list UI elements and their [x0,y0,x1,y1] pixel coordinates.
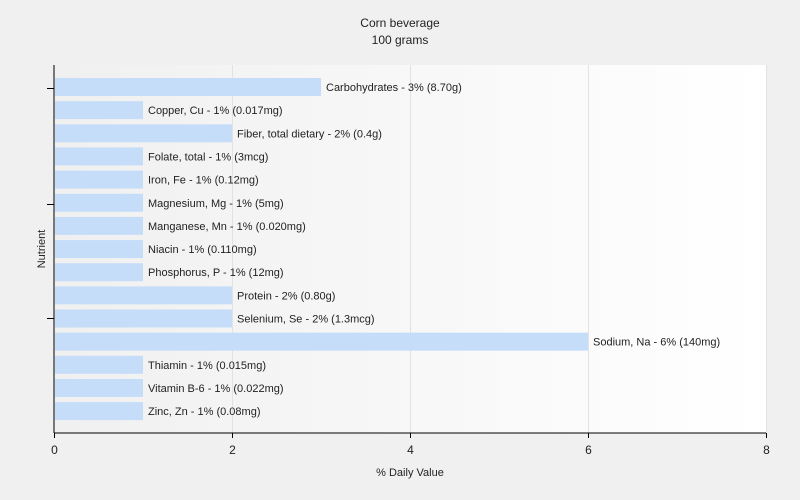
x-tick-label: 4 [407,443,414,457]
bar-data-label: Thiamin - 1% (0.015mg) [148,360,266,372]
bar [55,378,143,397]
bar-data-label: Phosphorus, P - 1% (12mg) [148,267,284,279]
bar-data-label: Niacin - 1% (0.110mg) [148,244,257,256]
bar-data-label: Selenium, Se - 2% (1.3mcg) [237,314,375,326]
bar-data-label: Iron, Fe - 1% (0.12mg) [148,175,259,187]
x-axis-label: % Daily Value [376,467,444,479]
bar [55,101,143,120]
bar [55,216,143,235]
bar-data-label: Sodium, Na - 6% (140mg) [593,337,720,349]
bar [55,124,232,143]
x-tick-label: 0 [51,443,58,457]
bar [55,332,588,351]
x-tick-label: 8 [763,443,770,457]
bar-data-label: Protein - 2% (0.80g) [237,290,335,302]
bar-data-label: Magnesium, Mg - 1% (5mg) [148,198,284,210]
bar-data-label: Zinc, Zn - 1% (0.08mg) [148,406,260,418]
y-axis-label: Nutrient [36,230,48,269]
bar [55,402,143,421]
bar-data-label: Vitamin B-6 - 1% (0.022mg) [148,383,284,395]
bar-data-label: Manganese, Mn - 1% (0.020mg) [148,221,306,233]
bar [55,193,143,212]
chart-title: Corn beverage [360,16,440,30]
axes: 0 2 4 6 8 [47,65,770,457]
bar-data-label: Copper, Cu - 1% (0.017mg) [148,105,283,117]
bar [55,78,321,96]
bar [55,240,143,259]
x-tick-label: 2 [229,443,236,457]
bar-data-label: Carbohydrates - 3% (8.70g) [326,82,462,94]
bar [55,263,143,282]
bar [55,309,232,328]
grid-lines [232,65,767,433]
bar-data-label: Folate, total - 1% (3mcg) [148,151,268,163]
bar-data-label: Fiber, total dietary - 2% (0.4g) [237,128,382,140]
chart-subtitle: 100 grams [372,33,429,47]
bar [55,286,232,305]
bars: Carbohydrates - 3% (8.70g) Copper, Cu - 1… [55,78,720,421]
bar [55,355,143,374]
x-tick-label: 6 [585,443,592,457]
bar [55,147,143,166]
bar [55,170,143,189]
